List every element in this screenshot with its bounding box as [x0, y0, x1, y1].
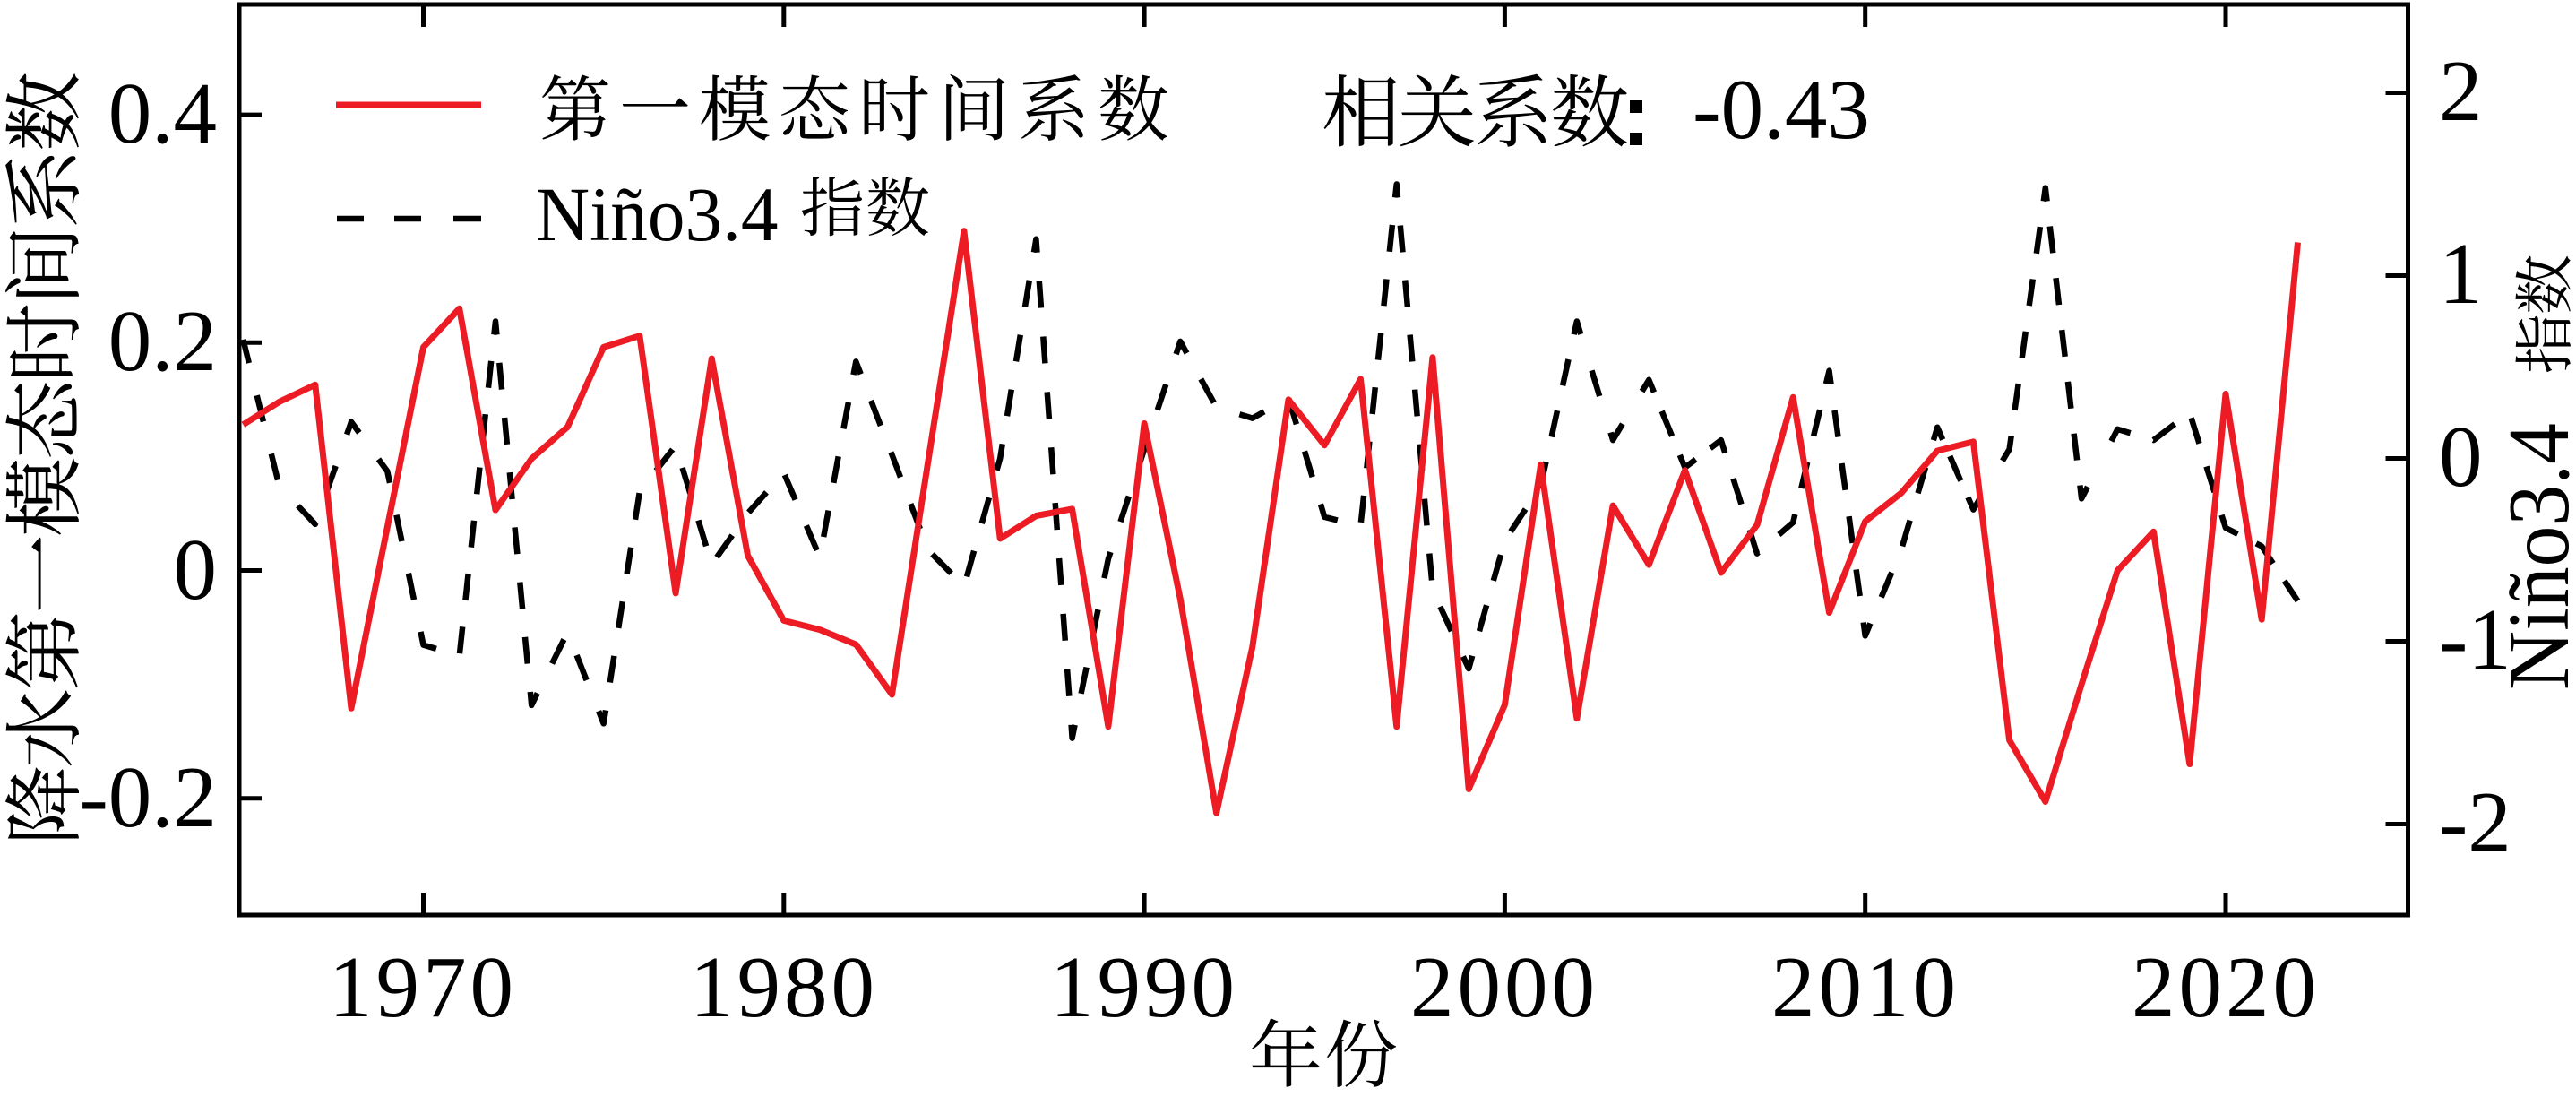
- svg-text:-1: -1: [2439, 592, 2511, 687]
- svg-text:2: 2: [2439, 43, 2483, 139]
- svg-text:0.4: 0.4: [108, 65, 217, 161]
- svg-text:0: 0: [2439, 409, 2483, 505]
- svg-text:Niño3.4: Niño3.4: [536, 173, 779, 257]
- svg-text:1980: 1980: [690, 939, 878, 1035]
- svg-text:0.2: 0.2: [108, 293, 217, 389]
- svg-text:2020: 2020: [2132, 939, 2320, 1035]
- svg-text:-0.43: -0.43: [1693, 62, 1870, 157]
- svg-text:1990: 1990: [1050, 939, 1238, 1035]
- svg-text:-2: -2: [2439, 774, 2511, 870]
- svg-text:0: 0: [174, 522, 218, 618]
- svg-text:2000: 2000: [1410, 939, 1598, 1035]
- svg-text:1: 1: [2439, 226, 2483, 322]
- svg-text:1970: 1970: [329, 939, 517, 1035]
- svg-text:Niño3.4: Niño3.4: [2491, 423, 2576, 690]
- svg-text:-0.2: -0.2: [79, 749, 217, 845]
- svg-text:2010: 2010: [1771, 939, 1960, 1035]
